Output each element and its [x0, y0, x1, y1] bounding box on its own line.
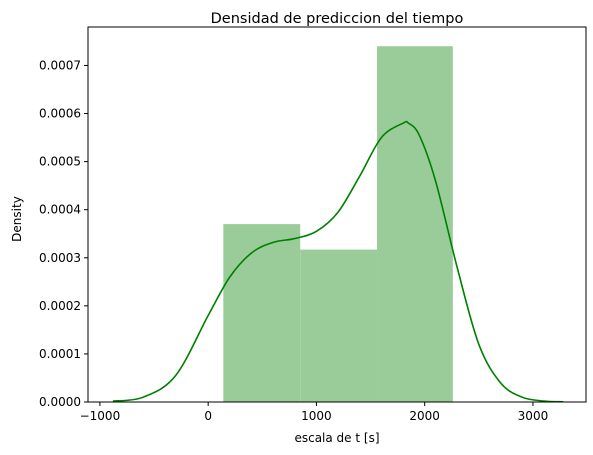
x-tick-label: 1000 [301, 409, 332, 423]
y-tick-label: 0.0001 [39, 347, 81, 361]
x-tick-label: 0 [204, 409, 212, 423]
y-tick-label: 0.0007 [39, 58, 81, 72]
histogram-bar-3 [377, 46, 453, 402]
y-tick-label: 0.0000 [39, 395, 81, 409]
histogram-bar-2 [300, 249, 378, 402]
x-axis-label: escala de t [s] [294, 431, 379, 445]
y-tick-label: 0.0003 [39, 251, 81, 265]
x-tick-label: −1000 [80, 409, 121, 423]
plot-area [112, 46, 564, 403]
y-tick-label: 0.0006 [39, 107, 81, 121]
y-axis: 0.0000 0.0001 0.0002 0.0003 0.0004 0.0005 0.00… [39, 58, 88, 409]
kde-line [112, 120, 564, 403]
histogram-bar-1 [223, 224, 301, 402]
x-tick-label: 3000 [518, 409, 549, 423]
y-axis-label: Density [10, 196, 24, 242]
y-tick-label: 0.0004 [39, 203, 81, 217]
chart-title: Densidad de prediccion del tiempo [211, 11, 464, 27]
y-tick-label: 0.0002 [39, 299, 81, 313]
y-tick-label: 0.0005 [39, 155, 81, 169]
x-tick-label: 2000 [409, 409, 440, 423]
plot-frame [87, 26, 587, 403]
x-axis: −1000 0 1000 2000 3000 [80, 402, 549, 423]
